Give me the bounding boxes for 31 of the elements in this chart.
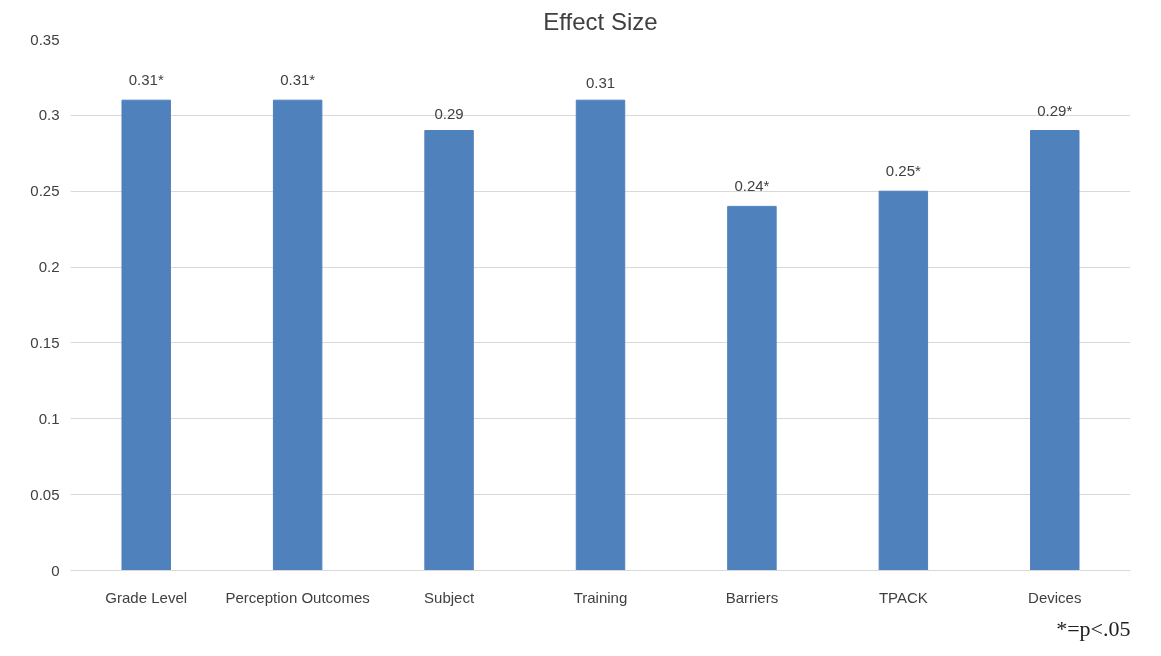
- data-label: 0.29: [434, 104, 464, 122]
- bar: [424, 130, 474, 571]
- bar: [1030, 130, 1080, 571]
- bar: [727, 205, 777, 571]
- data-label: 0.24*: [734, 177, 770, 195]
- y-tick-label: 0.15: [30, 333, 60, 351]
- y-tick-label: 0.05: [30, 485, 60, 503]
- data-label: 0.31*: [128, 71, 164, 89]
- y-tick-label: 0.35: [30, 30, 60, 48]
- y-tick-label: 0.3: [38, 106, 60, 124]
- y-tick-label: 0.2: [38, 258, 60, 276]
- bar: [575, 99, 626, 571]
- x-tick-label: TPACK: [878, 588, 928, 606]
- y-tick-label: 0.25: [30, 182, 60, 200]
- y-tick-label: 0: [51, 561, 60, 579]
- bar: [878, 190, 929, 571]
- data-label: 0.31*: [280, 71, 316, 89]
- data-label: 0.31: [585, 74, 616, 92]
- data-label: 0.29*: [1037, 101, 1073, 119]
- bar: [121, 99, 171, 571]
- x-tick-label: Subject: [424, 588, 475, 606]
- x-tick-label: Perception Outcomes: [225, 588, 370, 606]
- y-tick-label: 0.1: [38, 409, 60, 427]
- x-tick-label: Grade Level: [105, 588, 188, 606]
- x-tick-label: Barriers: [725, 588, 779, 606]
- x-tick-label: Devices: [1028, 588, 1082, 606]
- text: *=p<.05: [1056, 615, 1131, 641]
- bar: [272, 99, 323, 571]
- x-tick-label: Training: [573, 588, 628, 606]
- chart-title: Effect Size: [543, 7, 658, 35]
- data-label: 0.25*: [885, 162, 922, 180]
